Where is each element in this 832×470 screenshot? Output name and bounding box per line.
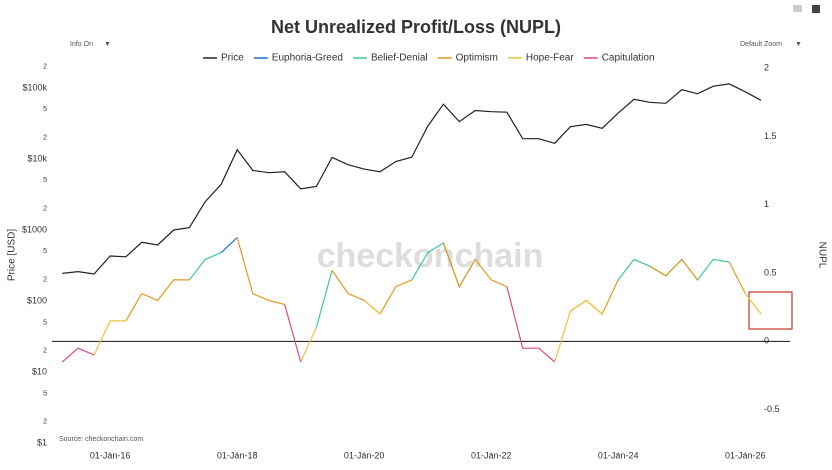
y-tick-label: 2 [43,419,47,426]
legend-label: Belief-Denial [371,53,428,64]
y-axis-label: Price [USD] [7,229,18,281]
legend-label: Price [221,53,244,64]
y2-tick-label: 0.5 [764,267,777,277]
y-tick-label: 2 [43,134,47,141]
chart-title: Net Unrealized Profit/Loss (NUPL) [271,17,561,37]
y-tick-label: 5 [43,177,47,184]
x-tick-label: 01-Jan-26 [725,450,766,460]
y-tick-label: 2 [43,63,47,70]
highlight-box [748,291,793,330]
x-tick-label: 01-Jan-20 [344,450,385,460]
y-tick-label: 5 [43,319,47,326]
y-tick-label: $100 [27,295,47,305]
y-tick-label: 5 [43,390,47,397]
y2-tick-label: 1.5 [764,131,777,141]
y-tick-label: $1 [37,437,47,447]
zoom-arrow[interactable]: ▼ [795,41,802,48]
legend-label: Optimism [456,53,498,64]
legend-label: Capitulation [602,53,655,64]
y-tick-label: $1000 [22,224,47,234]
y-tick-label: 2 [43,276,47,283]
y2-tick-label: 1 [764,199,769,209]
zoom-select[interactable]: Default Zoom [740,41,782,48]
info-toggle[interactable]: Info On [70,41,93,48]
x-tick-label: 01-Jan-22 [471,450,512,460]
x-tick-label: 01-Jan-18 [217,450,258,460]
y-tick-label: 2 [43,348,47,355]
series-line [61,286,556,363]
y-tick-label: $10k [27,153,47,163]
series-line [188,242,730,328]
legend-label: Hope-Fear [526,53,574,64]
y-tick-label: $10 [32,366,47,376]
y-tick-label: 5 [43,248,47,255]
legend-label: Euphoria-Greed [272,53,343,64]
y-tick-label: $100k [22,82,47,92]
y2-tick-label: 0 [764,336,769,346]
series-line [220,237,238,254]
series-line [62,83,762,275]
watermark: checkonchain [317,237,544,275]
y2-axis-label: NUPL [816,242,827,269]
y-tick-label: 2 [43,205,47,212]
y-tick-label: 5 [43,106,47,113]
info-arrow[interactable]: ▼ [104,41,111,48]
source-note: Source: checkonchain.com [59,436,143,443]
y2-tick-label: 2 [764,63,769,73]
camera-icon[interactable] [793,5,802,12]
x-tick-label: 01-Jan-16 [90,450,131,460]
series-line [93,293,762,363]
x-tick-label: 01-Jan-24 [598,450,639,460]
y2-tick-label: -0.5 [764,404,780,414]
plotly-icon[interactable] [812,5,820,13]
